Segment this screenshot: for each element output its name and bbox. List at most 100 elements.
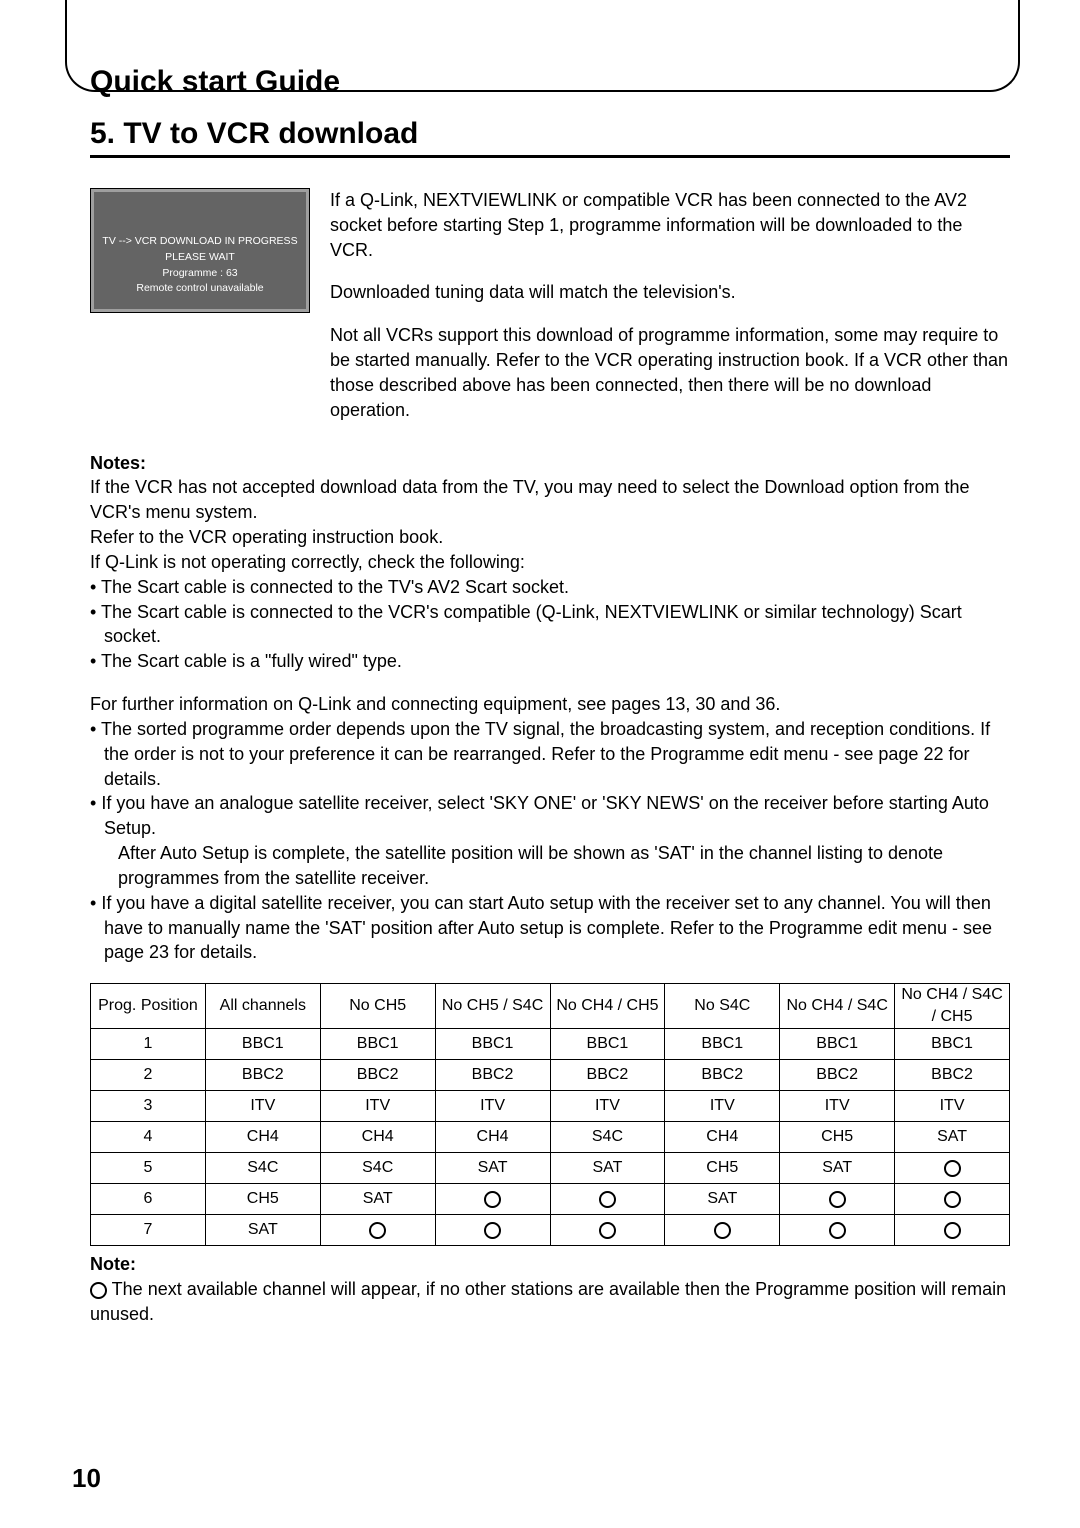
table-cell [435, 1215, 550, 1246]
table-row: 3ITVITVITVITVITVITVITV [91, 1091, 1010, 1122]
table-cell: BBC2 [435, 1060, 550, 1091]
circle-icon [90, 1282, 107, 1299]
notes-line1: If the VCR has not accepted download dat… [90, 475, 1010, 525]
table-cell: BBC1 [205, 1029, 320, 1060]
notes-line3: If Q-Link is not operating correctly, ch… [90, 550, 1010, 575]
intro-p3: Not all VCRs support this download of pr… [330, 323, 1010, 422]
circle-icon [599, 1222, 616, 1239]
further-info: For further information on Q-Link and co… [90, 692, 1010, 717]
table-cell: BBC2 [665, 1060, 780, 1091]
note-bottom: Note: The next available channel will ap… [90, 1252, 1010, 1326]
table-cell: BBC2 [320, 1060, 435, 1091]
circle-icon [829, 1222, 846, 1239]
table-cell: 6 [91, 1184, 206, 1215]
note-bottom-text: The next available channel will appear, … [90, 1279, 1006, 1324]
table-cell [550, 1184, 665, 1215]
table-cell: ITV [205, 1091, 320, 1122]
table-cell: 4 [91, 1122, 206, 1153]
table-cell: S4C [205, 1153, 320, 1184]
circle-icon [829, 1191, 846, 1208]
circle-icon [484, 1222, 501, 1239]
table-header: No CH4 / S4C / CH5 [895, 984, 1010, 1029]
table-cell: BBC1 [550, 1029, 665, 1060]
table-cell: SAT [895, 1122, 1010, 1153]
bullet-item: The Scart cable is connected to the TV's… [90, 575, 1010, 600]
bullet-item: The sorted programme order depends upon … [90, 717, 1010, 791]
table-cell [895, 1215, 1010, 1246]
table-cell: SAT [320, 1184, 435, 1215]
table-cell: 3 [91, 1091, 206, 1122]
table-header: No CH4 / CH5 [550, 984, 665, 1029]
circle-icon [944, 1222, 961, 1239]
intro-p1: If a Q-Link, NEXTVIEWLINK or compatible … [330, 188, 1010, 262]
channel-table: Prog. Position All channels No CH5 No CH… [90, 983, 1010, 1246]
table-cell: BBC2 [780, 1060, 895, 1091]
table-cell: SAT [780, 1153, 895, 1184]
table-cell: CH4 [665, 1122, 780, 1153]
table-cell: BBC1 [895, 1029, 1010, 1060]
table-cell: SAT [435, 1153, 550, 1184]
table-cell: SAT [550, 1153, 665, 1184]
table-row: 2BBC2BBC2BBC2BBC2BBC2BBC2BBC2 [91, 1060, 1010, 1091]
bullets-group-1: The Scart cable is connected to the TV's… [90, 575, 1010, 674]
osd-line3: Programme : 63 [98, 266, 302, 282]
bullet-item: If you have an analogue satellite receiv… [90, 791, 1010, 890]
circle-icon [714, 1222, 731, 1239]
bullet-item: The Scart cable is connected to the VCR'… [90, 600, 1010, 650]
bullet-item: The Scart cable is a "fully wired" type. [90, 649, 1010, 674]
table-cell: ITV [665, 1091, 780, 1122]
table-header: No CH4 / S4C [780, 984, 895, 1029]
circle-icon [599, 1191, 616, 1208]
table-cell: 2 [91, 1060, 206, 1091]
table-cell [320, 1215, 435, 1246]
table-row: 5S4CS4CSATSATCH5SAT [91, 1153, 1010, 1184]
table-row: 6CH5SATSAT [91, 1184, 1010, 1215]
table-cell: ITV [320, 1091, 435, 1122]
table-cell: BBC1 [435, 1029, 550, 1060]
table-cell [780, 1184, 895, 1215]
table-cell: CH5 [780, 1122, 895, 1153]
table-cell: ITV [780, 1091, 895, 1122]
table-cell: 5 [91, 1153, 206, 1184]
intro-text: If a Q-Link, NEXTVIEWLINK or compatible … [330, 188, 1010, 423]
table-cell [665, 1215, 780, 1246]
table-cell: ITV [895, 1091, 1010, 1122]
osd-line4: Remote control unavailable [98, 281, 302, 297]
bullet-sub-text: After Auto Setup is complete, the satell… [104, 841, 1010, 891]
table-cell: BBC1 [320, 1029, 435, 1060]
table-cell: ITV [435, 1091, 550, 1122]
table-cell: CH4 [435, 1122, 550, 1153]
table-cell: BBC2 [550, 1060, 665, 1091]
table-header: All channels [205, 984, 320, 1029]
bullet-item: If you have a digital satellite receiver… [90, 891, 1010, 965]
table-header-row: Prog. Position All channels No CH5 No CH… [91, 984, 1010, 1029]
table-cell [780, 1215, 895, 1246]
table-cell: CH4 [205, 1122, 320, 1153]
notes-heading: Notes: [90, 451, 1010, 476]
table-header: No CH5 / S4C [435, 984, 550, 1029]
table-row: 1BBC1BBC1BBC1BBC1BBC1BBC1BBC1 [91, 1029, 1010, 1060]
table-header: Prog. Position [91, 984, 206, 1029]
table-cell: S4C [320, 1153, 435, 1184]
osd-screenshot: TV --> VCR DOWNLOAD IN PROGRESS PLEASE W… [90, 188, 310, 423]
table-cell: CH5 [205, 1184, 320, 1215]
circle-icon [944, 1191, 961, 1208]
table-header: No CH5 [320, 984, 435, 1029]
osd-line1: TV --> VCR DOWNLOAD IN PROGRESS [98, 234, 302, 250]
table-cell: CH5 [665, 1153, 780, 1184]
table-cell: S4C [550, 1122, 665, 1153]
table-cell: 7 [91, 1215, 206, 1246]
table-cell [550, 1215, 665, 1246]
table-cell: SAT [665, 1184, 780, 1215]
circle-icon [369, 1222, 386, 1239]
table-cell [435, 1184, 550, 1215]
table-row: 4CH4CH4CH4S4CCH4CH5SAT [91, 1122, 1010, 1153]
note-bottom-heading: Note: [90, 1254, 136, 1274]
intro-p2: Downloaded tuning data will match the te… [330, 280, 1010, 305]
table-cell: CH4 [320, 1122, 435, 1153]
table-cell: SAT [205, 1215, 320, 1246]
page-number: 10 [72, 1463, 101, 1494]
section-title: 5. TV to VCR download [90, 117, 1010, 158]
osd-line2: PLEASE WAIT [98, 250, 302, 266]
table-cell: BBC2 [205, 1060, 320, 1091]
